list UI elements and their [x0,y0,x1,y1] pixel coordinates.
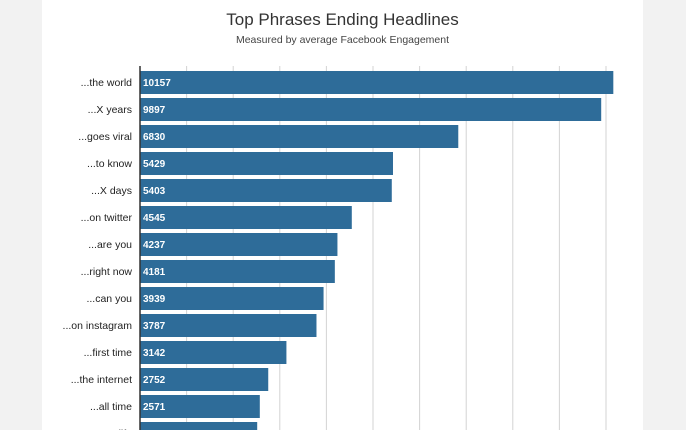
bar [140,422,258,430]
bar-value-label: 9897 [143,105,166,116]
bar [140,314,317,337]
category-label: ...all time [90,401,132,413]
bar [140,152,393,175]
bar [140,206,352,229]
bar-value-label: 4545 [143,213,166,224]
bar-value-label: 4181 [143,267,166,278]
category-label: ...X years [88,104,132,116]
bar-value-label: 6830 [143,132,166,143]
bar [140,125,459,148]
category-label: ...your life [86,428,132,430]
bar [140,287,324,310]
category-label: ...the internet [71,374,132,386]
category-label: ...X days [91,185,132,197]
chart-card: Top Phrases Ending Headlines Measured by… [42,0,643,430]
category-label: ...the world [81,77,133,89]
bar [140,368,269,391]
category-label: ...are you [88,239,132,251]
chart-title: Top Phrases Ending Headlines [226,10,459,29]
bar-value-label: 3939 [143,294,166,305]
bar [140,71,614,94]
bar-value-label: 2571 [143,402,166,413]
bar [140,260,335,283]
category-label: ...goes viral [78,131,132,143]
bar [140,98,602,121]
bar-chart: 10157 ...the world 9897 ...X years 6830 ...go… [63,66,614,430]
category-label: ...to know [87,158,132,170]
bar-value-label: 3142 [143,348,166,359]
category-label: ...on twitter [81,212,133,224]
bar [140,341,287,364]
bar-value-label: 3787 [143,321,166,332]
category-label: ...right now [81,266,133,278]
category-label: ...on instagram [63,320,133,332]
bar-value-label: 5403 [143,186,166,197]
category-label: ...can you [86,293,132,305]
bar-value-label: 2752 [143,375,166,386]
chart-subtitle: Measured by average Facebook Engagement [235,34,450,46]
bar-value-label: 10157 [143,78,171,89]
bar [140,395,260,418]
bar-value-label: 5429 [143,159,166,170]
bar [140,233,338,256]
bar-value-label: 4237 [143,240,166,251]
bar [140,179,392,202]
category-label: ...first time [84,347,133,359]
